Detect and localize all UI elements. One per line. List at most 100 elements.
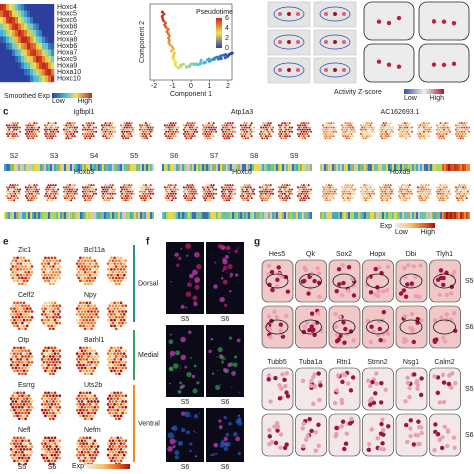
spot <box>438 137 441 140</box>
spot <box>113 318 116 322</box>
signal <box>198 412 201 415</box>
spot <box>441 192 444 195</box>
spot <box>239 124 242 127</box>
spot <box>269 197 272 200</box>
spot <box>282 124 285 127</box>
spot <box>458 126 461 129</box>
spot <box>165 135 168 138</box>
spot <box>174 122 177 125</box>
spot <box>248 192 251 195</box>
spot <box>251 128 254 131</box>
heat-cell <box>45 30 49 37</box>
spot <box>91 414 95 418</box>
spot <box>301 132 304 135</box>
spot <box>420 126 423 129</box>
spot <box>335 130 338 133</box>
spot <box>29 137 32 140</box>
spot <box>142 135 145 138</box>
spot <box>368 290 374 295</box>
spot <box>17 282 21 286</box>
spot <box>152 192 155 195</box>
spot <box>414 380 419 386</box>
spot <box>407 385 412 391</box>
spot <box>342 40 346 44</box>
spot <box>152 188 155 191</box>
spot <box>440 128 443 131</box>
spot <box>50 256 54 260</box>
section-label: S5 <box>181 316 190 323</box>
spot <box>349 188 352 191</box>
spot <box>16 448 19 451</box>
spot <box>79 403 82 406</box>
spot <box>19 313 23 316</box>
spot <box>10 132 13 135</box>
spot <box>30 122 33 125</box>
expression-stripe <box>234 212 236 219</box>
spot <box>167 130 170 133</box>
spot <box>301 444 306 449</box>
expression-stripe <box>72 164 74 171</box>
spot <box>9 188 12 191</box>
spot <box>251 190 254 193</box>
expression-stripe <box>388 164 390 171</box>
spot <box>49 197 52 200</box>
expression-stripe <box>292 164 294 171</box>
spot <box>51 137 54 140</box>
spot <box>204 186 207 189</box>
spot <box>382 126 385 129</box>
spot <box>464 124 467 127</box>
spot <box>182 124 185 127</box>
spot <box>212 122 215 125</box>
spot <box>45 304 49 308</box>
spot <box>44 403 47 406</box>
spot <box>58 304 62 308</box>
spot <box>108 445 112 448</box>
heat-cell <box>51 69 55 76</box>
expression-stripe <box>444 164 446 171</box>
expression-stripe <box>238 212 240 219</box>
spot <box>47 184 50 187</box>
spot <box>459 132 462 135</box>
spot <box>146 128 149 131</box>
spot <box>277 186 280 189</box>
expression-stripe <box>236 164 238 171</box>
spot <box>13 363 16 367</box>
heat-cell <box>6 17 10 24</box>
heat-cell <box>42 17 46 24</box>
spot <box>144 135 147 138</box>
spot <box>354 130 357 133</box>
spot <box>45 188 48 191</box>
spot <box>47 268 50 271</box>
spot <box>14 366 18 370</box>
spot <box>365 130 368 133</box>
spot <box>67 128 70 131</box>
spot <box>224 188 227 191</box>
spot <box>24 349 27 353</box>
expression-stripe <box>414 212 416 219</box>
spot <box>348 186 351 189</box>
spot <box>148 194 151 197</box>
spot <box>83 130 86 133</box>
spot <box>400 194 403 197</box>
spot <box>169 135 172 138</box>
spot <box>243 184 246 187</box>
spot <box>345 190 348 193</box>
expression-stripe <box>444 212 446 219</box>
spot <box>26 197 29 200</box>
spot <box>397 186 400 189</box>
signal <box>225 254 229 259</box>
spot <box>376 265 382 270</box>
spot <box>345 194 348 197</box>
spot <box>40 313 44 316</box>
spot <box>38 188 41 191</box>
spot <box>225 186 228 189</box>
section-label: S7 <box>210 153 219 160</box>
spot <box>454 194 457 197</box>
spot <box>108 132 111 135</box>
expression-stripe <box>448 164 450 171</box>
signal <box>228 251 231 254</box>
spot <box>339 397 344 403</box>
spot <box>437 135 440 138</box>
panel-label: c <box>3 107 9 118</box>
signal <box>210 253 212 255</box>
